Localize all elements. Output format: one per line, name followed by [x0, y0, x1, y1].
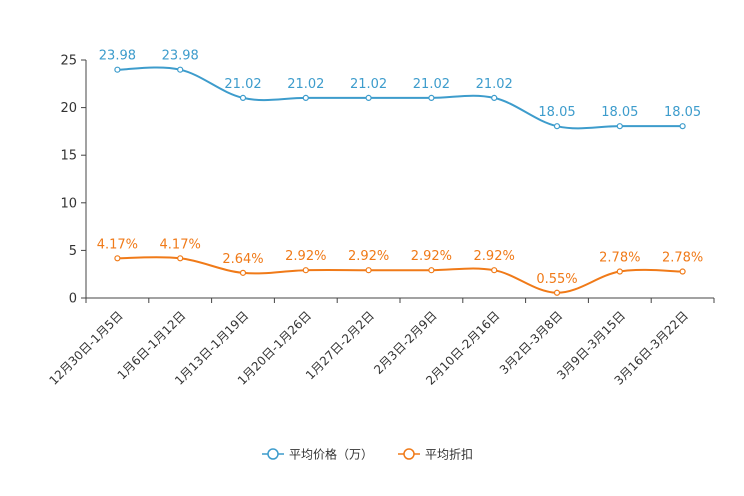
data-label: 2.78% [662, 251, 703, 266]
y-axis: 0 5 10 15 20 25 [60, 54, 87, 307]
y-tick-label: 5 [69, 244, 77, 259]
data-point[interactable] [428, 267, 435, 274]
y-tick-label: 0 [69, 292, 77, 307]
legend-item-avg-price[interactable]: 平均价格（万） [262, 447, 373, 462]
data-label: 23.98 [99, 49, 136, 64]
data-label: 18.05 [601, 105, 638, 120]
legend-item-avg-discount[interactable]: 平均折扣 [398, 447, 473, 462]
y-tick-label: 25 [60, 54, 77, 69]
legend-marker-icon [267, 448, 279, 460]
x-tick-label: 12月30日-1月5日 [46, 308, 125, 387]
legend-marker-icon [403, 448, 415, 460]
data-point[interactable] [302, 94, 309, 101]
legend-label: 平均折扣 [425, 447, 473, 462]
data-label: 23.98 [162, 49, 199, 64]
data-point[interactable] [428, 94, 435, 101]
y-tick-label: 10 [60, 196, 77, 211]
data-point[interactable] [679, 268, 686, 275]
data-label: 18.05 [664, 105, 701, 120]
x-tick-label: 1月27日-2月2日 [303, 308, 377, 382]
series-line [117, 256, 683, 294]
data-point[interactable] [239, 269, 247, 276]
x-tick-label: 2月3日-2月9日 [371, 308, 440, 377]
data-point[interactable] [177, 66, 184, 73]
data-label: 21.02 [287, 77, 324, 92]
data-label: 21.02 [224, 77, 261, 92]
y-tick-label: 20 [60, 101, 77, 116]
data-label: 2.78% [599, 251, 640, 266]
data-point[interactable] [616, 268, 623, 275]
data-label: 21.02 [350, 77, 387, 92]
data-label: 0.55% [536, 272, 577, 287]
data-label: 2.92% [285, 249, 326, 264]
x-axis: 12月30日-1月5日1月6日-1月12日1月13日-1月19日1月20日-1月… [46, 297, 715, 388]
legend-label: 平均价格（万） [289, 447, 373, 462]
series-avg-price [114, 66, 686, 130]
data-point[interactable] [365, 267, 372, 274]
data-label: 4.17% [97, 237, 138, 252]
data-point[interactable] [302, 267, 309, 274]
data-label: 21.02 [476, 77, 513, 92]
data-point[interactable] [679, 123, 686, 130]
data-label: 2.92% [474, 249, 515, 264]
x-tick-label: 3月2日-3月8日 [497, 308, 566, 377]
series-line [117, 66, 683, 130]
legend[interactable]: 平均价格（万） 平均折扣 [262, 447, 473, 462]
data-point[interactable] [114, 66, 121, 73]
data-label: 4.17% [160, 237, 201, 252]
data-label: 2.92% [411, 249, 452, 264]
data-point[interactable] [114, 255, 121, 262]
y-tick-label: 15 [60, 149, 77, 164]
data-point[interactable] [365, 94, 372, 101]
data-point[interactable] [177, 255, 184, 262]
data-labels: 23.98 23.98 21.02 21.02 21.02 21.02 21.02 18.05… [97, 49, 704, 287]
data-point[interactable] [553, 123, 561, 130]
data-label: 2.92% [348, 249, 389, 264]
data-point[interactable] [553, 289, 561, 296]
data-label: 2.64% [222, 252, 263, 267]
data-point[interactable] [239, 94, 247, 101]
data-point[interactable] [491, 94, 498, 101]
data-label: 21.02 [413, 77, 450, 92]
data-label: 18.05 [538, 105, 575, 120]
series-avg-discount [114, 255, 686, 296]
series-layer [114, 66, 686, 296]
data-point[interactable] [616, 123, 623, 130]
data-point[interactable] [491, 267, 498, 274]
